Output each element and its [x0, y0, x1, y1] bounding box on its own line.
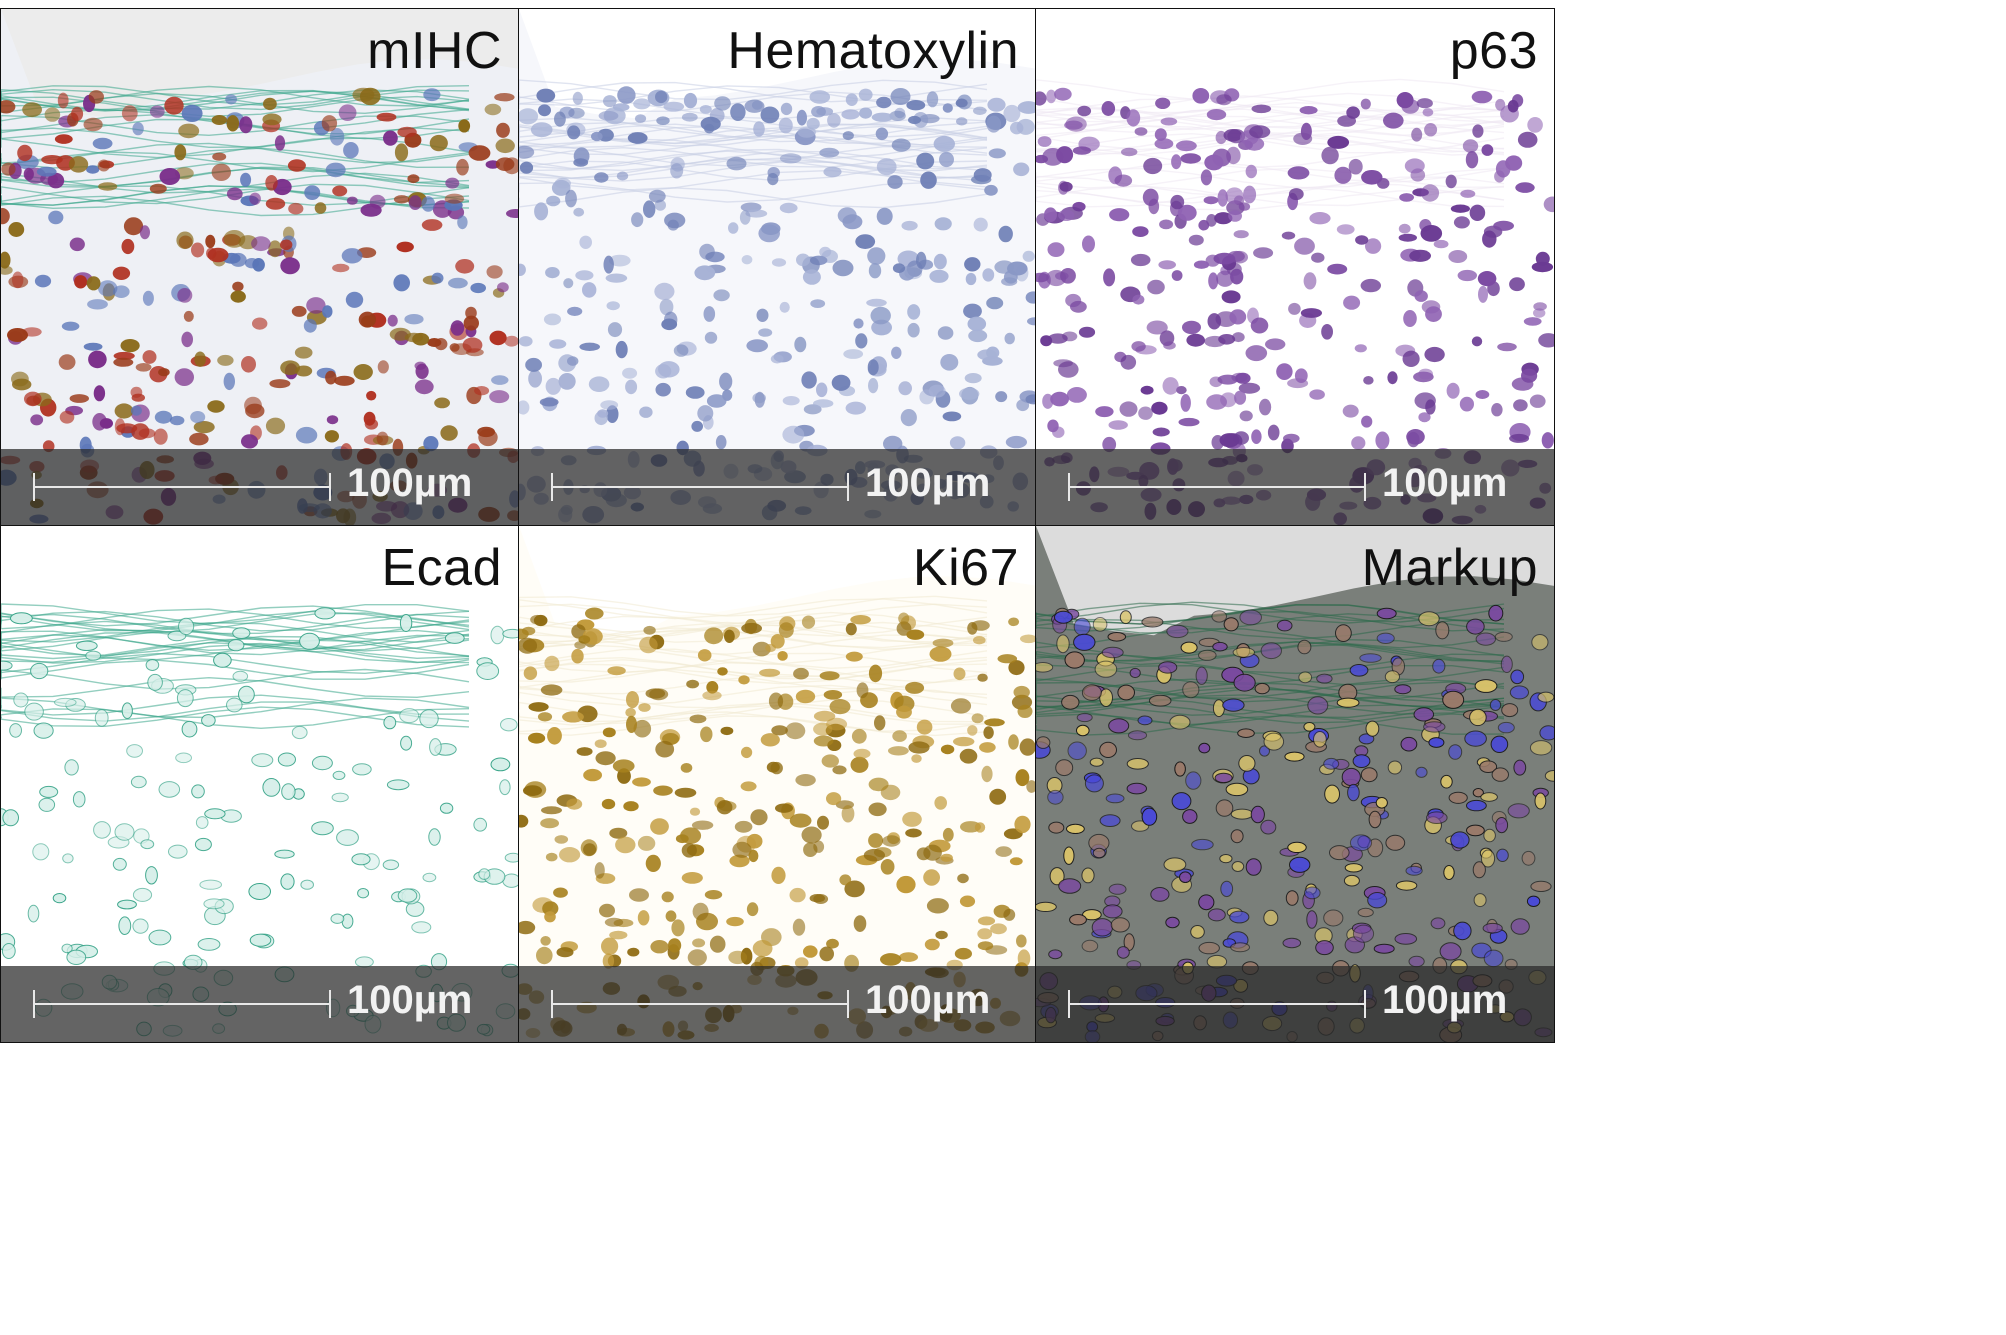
- scale-bar: 100µm: [1036, 449, 1554, 525]
- panel-markup: Markup 100µm: [1035, 525, 1555, 1043]
- panel-title: Ki67: [912, 539, 1019, 597]
- panel-mihc: mIHC 100µm: [0, 8, 519, 526]
- panel-p63: p63 100µm: [1035, 8, 1555, 526]
- scale-line: [1068, 486, 1366, 488]
- scale-tick-right: [1364, 990, 1366, 1018]
- scale-bar: 100µm: [1, 966, 518, 1042]
- tissue-image-markup: [1036, 526, 1554, 1042]
- scale-label: 100µm: [1382, 978, 1508, 1022]
- panel-title: Ecad: [381, 539, 502, 597]
- tissue-image-p63: [1036, 9, 1554, 525]
- scale-label: 100µm: [1382, 461, 1508, 505]
- tissue-image-mihc: [1, 9, 518, 525]
- panel-title: Hematoxylin: [727, 22, 1019, 80]
- scale-tick-left: [1068, 473, 1070, 501]
- scale-label: 100µm: [865, 461, 991, 505]
- scale-bar: 100µm: [519, 449, 1035, 525]
- scale-bar: 100µm: [1, 449, 518, 525]
- scale-tick-left: [551, 473, 553, 501]
- scale-tick-left: [33, 473, 35, 501]
- scale-tick-right: [1364, 473, 1366, 501]
- panel-ecad: Ecad 100µm: [0, 525, 519, 1043]
- panel-title: Markup: [1361, 539, 1538, 597]
- scale-line: [551, 486, 849, 488]
- panel-hematoxylin: Hematoxylin 100µm: [518, 8, 1036, 526]
- scale-tick-right: [847, 473, 849, 501]
- panel-ki67: Ki67 100µm: [518, 525, 1036, 1043]
- tissue-image-ecad: [1, 526, 518, 1042]
- scale-tick-left: [33, 990, 35, 1018]
- scale-tick-left: [551, 990, 553, 1018]
- scale-bar: 100µm: [1036, 966, 1554, 1042]
- tissue-image-ki67: [519, 526, 1035, 1042]
- scale-tick-right: [329, 473, 331, 501]
- scale-bar: 100µm: [519, 966, 1035, 1042]
- scale-line: [33, 486, 331, 488]
- scale-tick-left: [1068, 990, 1070, 1018]
- scale-tick-right: [847, 990, 849, 1018]
- scale-line: [33, 1003, 331, 1005]
- scale-label: 100µm: [347, 461, 473, 505]
- scale-label: 100µm: [347, 978, 473, 1022]
- panel-title: p63: [1449, 22, 1538, 80]
- panel-title: mIHC: [367, 22, 502, 80]
- scale-line: [1068, 1003, 1366, 1005]
- scale-line: [551, 1003, 849, 1005]
- tissue-image-hematoxylin: [519, 9, 1035, 525]
- scale-label: 100µm: [865, 978, 991, 1022]
- scale-tick-right: [329, 990, 331, 1018]
